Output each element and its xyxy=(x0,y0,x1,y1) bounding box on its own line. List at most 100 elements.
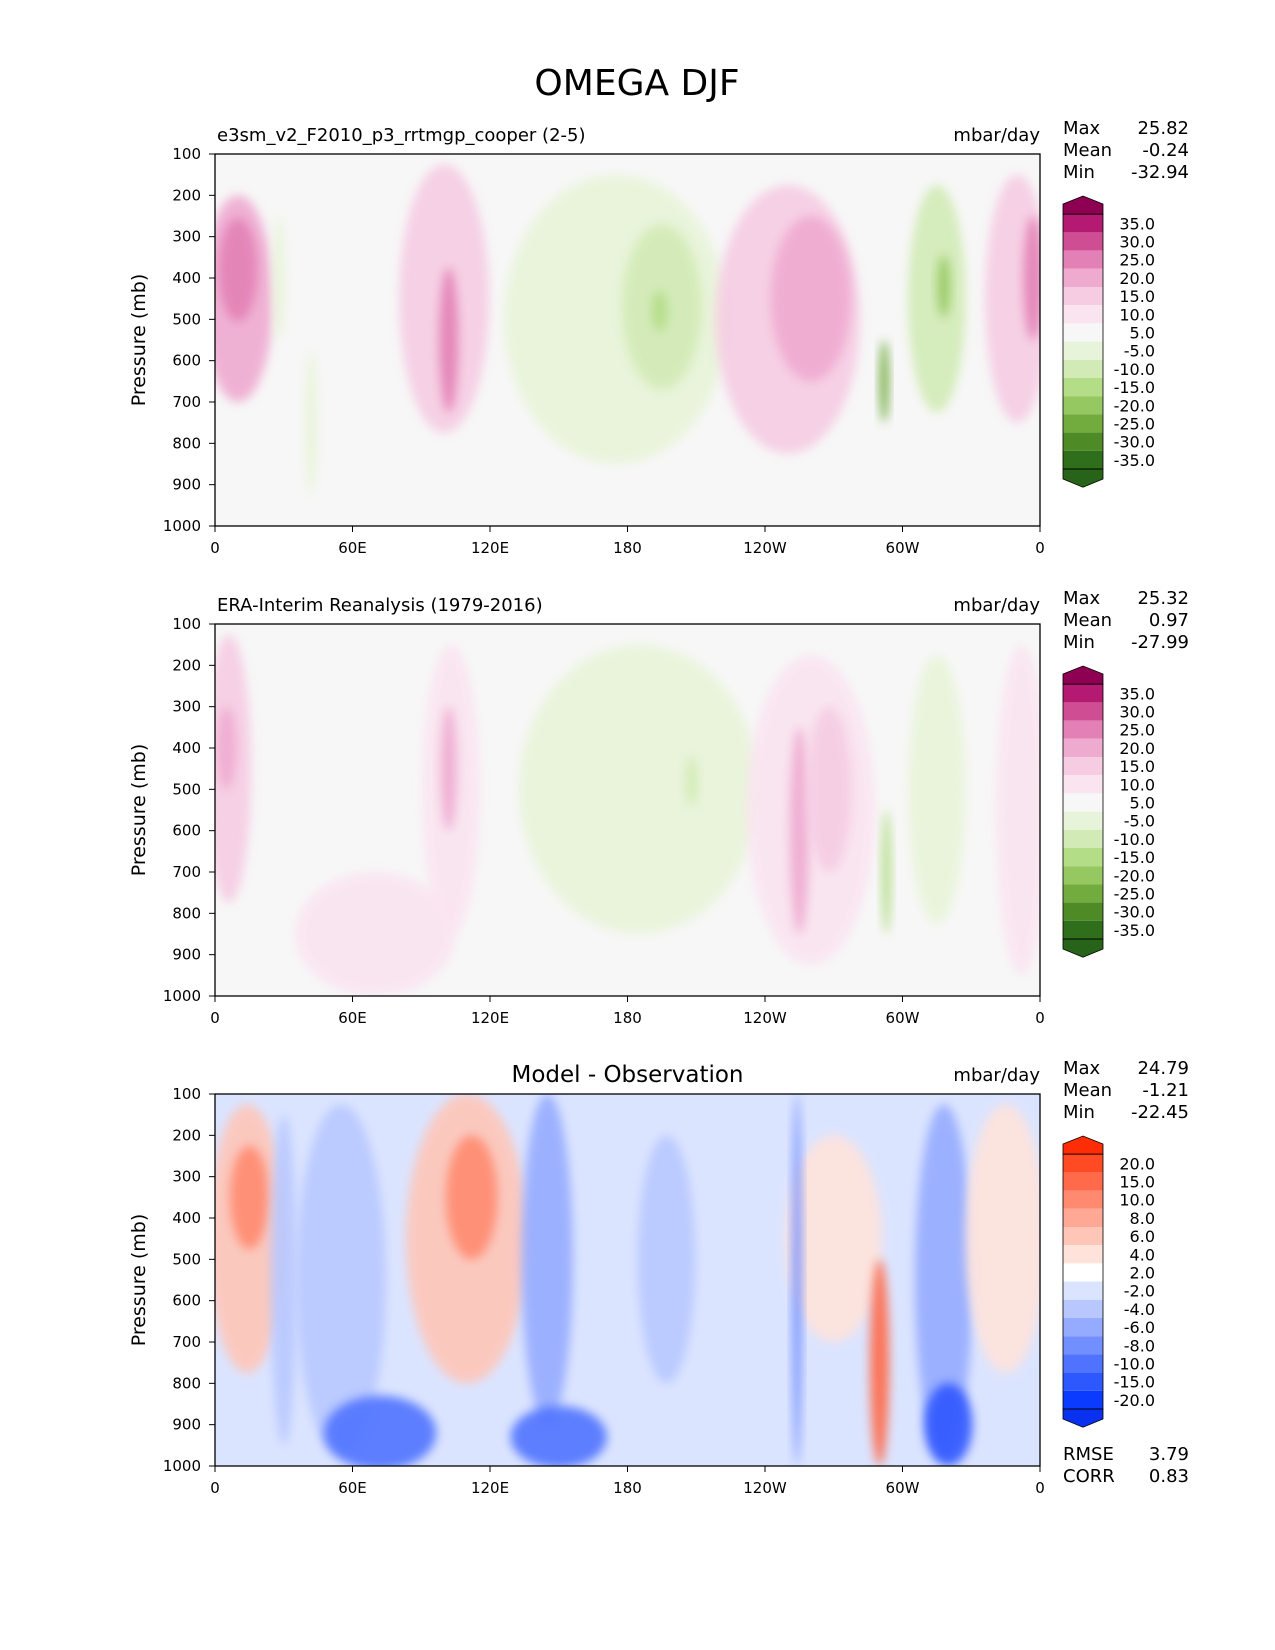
colorbar-label: -25.0 xyxy=(1114,885,1155,904)
contour-region xyxy=(304,350,318,495)
x-tick-label: 180 xyxy=(613,539,642,557)
y-tick-label: 100 xyxy=(172,615,201,633)
colorbar-label: 10.0 xyxy=(1119,305,1155,324)
extra-stat-label: RMSE xyxy=(1063,1444,1114,1465)
x-tick-label: 120E xyxy=(471,1009,509,1027)
colorbar-label: 20.0 xyxy=(1119,269,1155,288)
colorbar-segment xyxy=(1063,1354,1103,1373)
contour-region xyxy=(518,644,760,934)
colorbar-segment xyxy=(1063,414,1103,433)
y-tick-label: 900 xyxy=(172,946,201,964)
colorbar-segment xyxy=(1063,323,1103,342)
y-tick-label: 200 xyxy=(172,186,201,204)
colorbar-label: 30.0 xyxy=(1119,233,1155,252)
panel-title: e3sm_v2_F2010_p3_rrtmgp_cooper (2-5) xyxy=(217,125,586,146)
stat-value: -22.45 xyxy=(1131,1102,1189,1123)
y-tick-label: 800 xyxy=(172,904,201,922)
colorbar-label: 5.0 xyxy=(1130,324,1155,343)
colorbar-segment xyxy=(1063,866,1103,885)
y-tick-label: 300 xyxy=(172,698,201,716)
colorbar-label: -15.0 xyxy=(1114,378,1155,397)
colorbar-segment xyxy=(1063,920,1103,939)
stat-value: 25.32 xyxy=(1137,588,1189,609)
y-tick-label: 300 xyxy=(172,228,201,246)
colorbar-segment xyxy=(1063,432,1103,451)
colorbar-label: 25.0 xyxy=(1119,721,1155,740)
y-tick-label: 1000 xyxy=(163,1457,201,1475)
x-tick-label: 120E xyxy=(471,1479,509,1497)
colorbar-segment xyxy=(1063,775,1103,794)
colorbar-segment xyxy=(1063,1281,1103,1300)
contour-region xyxy=(908,655,966,924)
y-tick-label: 1000 xyxy=(163,987,201,1005)
contour-region xyxy=(785,1135,882,1342)
colorbar-label: 25.0 xyxy=(1119,251,1155,270)
contour-region xyxy=(914,1104,973,1456)
units-label: mbar/day xyxy=(953,1065,1040,1086)
colorbar-label: -4.0 xyxy=(1124,1300,1155,1319)
y-tick-label: 700 xyxy=(172,1333,201,1351)
x-tick-label: 0 xyxy=(210,539,220,557)
colorbar-segment xyxy=(1063,738,1103,757)
y-tick-label: 500 xyxy=(172,780,201,798)
x-tick-label: 120W xyxy=(743,539,787,557)
colorbar-label: 15.0 xyxy=(1119,1173,1155,1192)
colorbar-segment xyxy=(1063,1336,1103,1355)
y-tick-label: 400 xyxy=(172,269,201,287)
panel-title: Model - Observation xyxy=(511,1062,743,1088)
colorbar-segment xyxy=(1063,702,1103,721)
colorbar-label: 5.0 xyxy=(1130,794,1155,813)
x-tick-label: 0 xyxy=(1035,539,1045,557)
panel-title: ERA-Interim Reanalysis (1979-2016) xyxy=(217,595,543,616)
x-tick-label: 0 xyxy=(210,1479,220,1497)
x-tick-label: 120W xyxy=(743,1479,787,1497)
contour-field xyxy=(215,164,1040,495)
stat-label: Max xyxy=(1063,1058,1101,1079)
stat-label: Min xyxy=(1063,162,1095,183)
colorbar-segment xyxy=(1063,250,1103,269)
colorbar-label: -20.0 xyxy=(1114,396,1155,415)
colorbar-segment xyxy=(1063,884,1103,903)
y-tick-label: 400 xyxy=(172,739,201,757)
x-tick-label: 180 xyxy=(613,1479,642,1497)
colorbar-label: 20.0 xyxy=(1119,1154,1155,1173)
y-tick-label: 500 xyxy=(172,310,201,328)
contour-region xyxy=(510,1406,607,1466)
y-tick-label: 100 xyxy=(172,145,201,163)
colorbar-label: -5.0 xyxy=(1124,812,1155,831)
contour-region xyxy=(996,644,1040,976)
colorbar-segment xyxy=(1063,214,1103,233)
colorbar-segment xyxy=(1063,1299,1103,1318)
stat-label: Mean xyxy=(1063,610,1112,631)
contour-region xyxy=(965,1104,1040,1373)
contour-region xyxy=(521,1094,573,1425)
y-tick-label: 900 xyxy=(172,1416,201,1434)
contour-region xyxy=(270,1114,297,1446)
colorbar-segment xyxy=(1063,450,1103,469)
colorbar-label: -15.0 xyxy=(1114,848,1155,867)
colorbar-label: -5.0 xyxy=(1124,342,1155,361)
colorbar-extend-bottom xyxy=(1062,468,1104,488)
x-tick-label: 0 xyxy=(210,1009,220,1027)
y-tick-label: 600 xyxy=(172,822,201,840)
contour-region xyxy=(770,216,851,382)
contour-region xyxy=(881,810,892,934)
y-tick-label: 600 xyxy=(172,352,201,370)
stat-label: Min xyxy=(1063,632,1095,653)
stat-value: -32.94 xyxy=(1131,162,1189,183)
contour-region xyxy=(218,218,258,322)
colorbar-segment xyxy=(1063,811,1103,830)
y-tick-label: 700 xyxy=(172,863,201,881)
stat-label: Max xyxy=(1063,588,1101,609)
contour-region xyxy=(295,872,456,996)
stat-label: Mean xyxy=(1063,1080,1112,1101)
colorbar-label: 10.0 xyxy=(1119,775,1155,794)
colorbar-segment xyxy=(1063,793,1103,812)
colorbar-segment xyxy=(1063,1154,1103,1173)
stat-value: 0.97 xyxy=(1149,610,1189,631)
colorbar-segment xyxy=(1063,684,1103,703)
colorbar-segment xyxy=(1063,1208,1103,1227)
contour-region xyxy=(440,706,457,831)
stat-value: -1.21 xyxy=(1142,1080,1189,1101)
